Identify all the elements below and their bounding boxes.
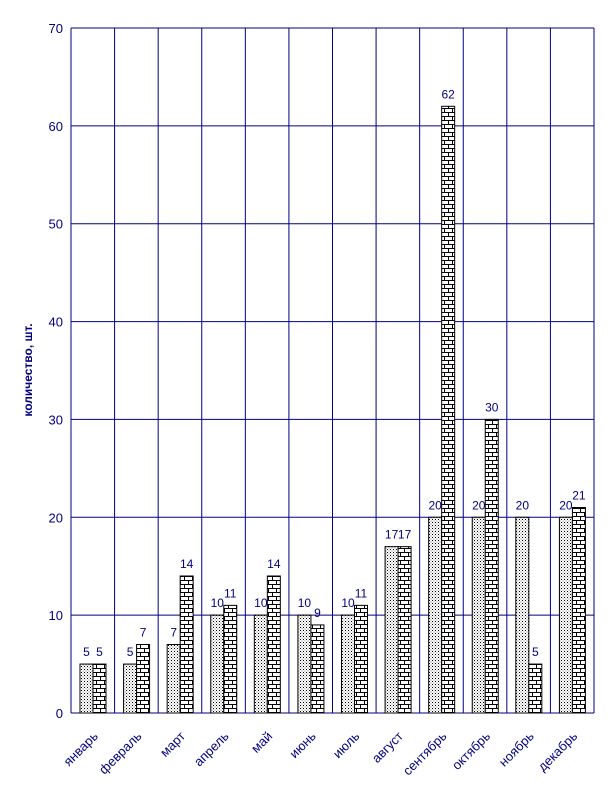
x-tick-label: сентябрь <box>400 728 450 778</box>
y-tick-label: 60 <box>49 119 63 134</box>
y-tick-label: 70 <box>49 21 63 36</box>
x-tick-label: июнь <box>286 728 319 761</box>
x-tick-label: апрель <box>191 728 232 769</box>
x-tick-label: май <box>248 729 275 756</box>
data-label: 20 <box>516 498 530 512</box>
data-label: 17 <box>398 528 412 542</box>
bar-series-1 <box>123 663 138 714</box>
data-label: 21 <box>572 489 586 503</box>
data-label: 10 <box>298 596 312 610</box>
bar-series-2 <box>528 663 543 714</box>
bar-series-1 <box>297 614 312 714</box>
x-tick-label: декабрь <box>535 728 581 774</box>
bar-series-2 <box>266 575 281 714</box>
bar-series-1 <box>384 546 399 714</box>
y-tick-label: 10 <box>49 608 63 623</box>
data-label: 5 <box>96 645 103 659</box>
data-label: 11 <box>355 586 368 600</box>
bar-series-2 <box>92 663 107 714</box>
data-label: 5 <box>532 645 539 659</box>
bar-series-2 <box>571 507 586 714</box>
y-axis-label: количество, шт. <box>21 323 35 416</box>
x-tick-label: февраль <box>96 728 145 777</box>
x-tick-label: октябрь <box>449 728 493 772</box>
data-label: 20 <box>428 498 442 512</box>
data-label: 62 <box>441 87 455 101</box>
bar-series-1 <box>428 516 443 714</box>
bar-series-1 <box>558 516 573 714</box>
bar-series-1 <box>79 663 94 714</box>
y-tick-label: 30 <box>49 412 63 427</box>
data-label: 14 <box>267 557 281 571</box>
bar-series-2 <box>310 624 325 714</box>
bar-series-1 <box>210 614 225 714</box>
data-label: 10 <box>254 596 268 610</box>
bar-series-2 <box>354 604 368 714</box>
data-label: 20 <box>559 498 573 512</box>
bar-series-2 <box>136 644 151 714</box>
data-label: 10 <box>211 596 225 610</box>
data-label: 14 <box>180 557 194 571</box>
data-label: 7 <box>170 626 177 640</box>
data-label: 10 <box>341 596 355 610</box>
bar-series-2 <box>223 604 238 714</box>
bar-series-2 <box>441 105 456 714</box>
x-tick-label: август <box>369 728 406 765</box>
bar-series-2 <box>179 575 194 714</box>
bar-series-1 <box>166 644 181 714</box>
x-tick-label: ноябрь <box>496 728 537 769</box>
bar-series-2 <box>484 418 499 714</box>
y-tick-label: 40 <box>49 315 63 330</box>
bar-series-1 <box>515 516 530 714</box>
bar-series-2 <box>397 546 412 714</box>
bar-series-1 <box>341 614 355 714</box>
data-label: 9 <box>314 606 321 620</box>
x-tick-label: июль <box>330 728 363 761</box>
x-tick-label: январь <box>60 728 101 769</box>
bar-series-1 <box>471 516 486 714</box>
y-tick-label: 20 <box>49 510 63 525</box>
data-label: 7 <box>140 626 147 640</box>
data-label: 20 <box>472 498 486 512</box>
x-tick-label: март <box>157 728 188 759</box>
y-tick-label: 50 <box>49 217 63 232</box>
data-label: 17 <box>385 528 399 542</box>
data-label: 30 <box>485 400 499 414</box>
data-label: 11 <box>224 586 237 600</box>
data-label: 5 <box>127 645 134 659</box>
bar-series-1 <box>253 614 268 714</box>
data-label: 5 <box>83 645 90 659</box>
y-tick-label: 0 <box>56 706 63 721</box>
